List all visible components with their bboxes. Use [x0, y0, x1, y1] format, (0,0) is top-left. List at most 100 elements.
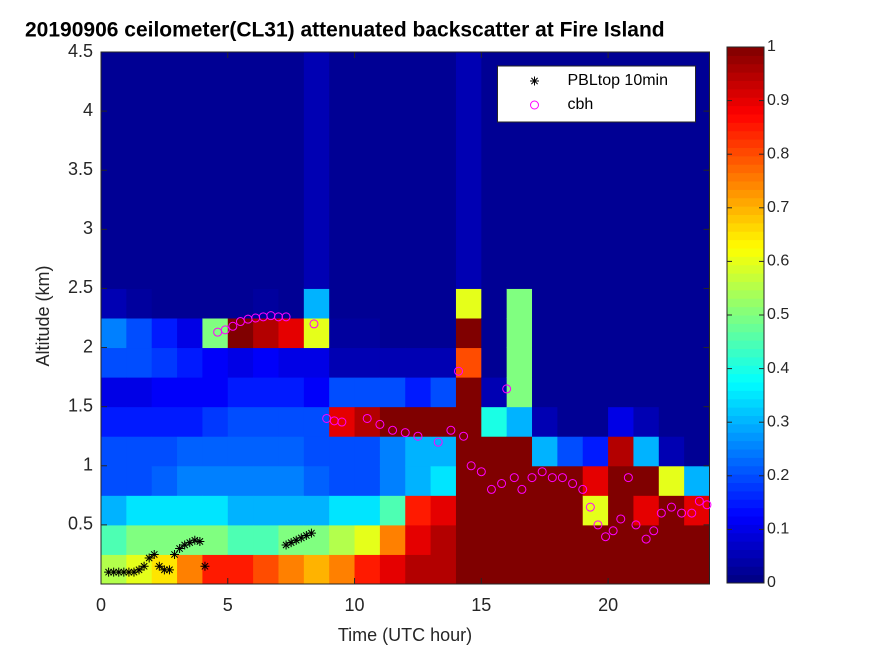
heatmap-cell — [227, 377, 254, 408]
heatmap-cell — [455, 436, 482, 467]
pbl-marker — [180, 540, 190, 550]
colorbar-tick-label: 0.6 — [767, 253, 789, 270]
heatmap-cell — [202, 288, 229, 319]
heatmap-cell — [303, 288, 330, 319]
heatmap-cell — [582, 554, 609, 585]
heatmap-cell — [582, 524, 609, 555]
pbl-marker — [306, 528, 316, 538]
heatmap-cell — [455, 495, 482, 526]
heatmap-cell — [227, 288, 254, 319]
heatmap-cell — [151, 52, 178, 289]
pbl-marker — [149, 549, 159, 559]
y-tick-label: 1 — [83, 455, 93, 475]
pbl-marker — [139, 561, 149, 571]
colorbar-swatch — [727, 524, 764, 534]
y-tick-label: 4.5 — [68, 41, 93, 61]
heatmap-cell — [455, 318, 482, 349]
heatmap-cell — [633, 465, 660, 496]
heatmap-cell — [303, 495, 330, 526]
pbl-marker — [144, 553, 154, 563]
cbh-marker — [476, 467, 486, 477]
heatmap-cell — [608, 465, 634, 496]
heatmap-cell — [227, 495, 254, 526]
heatmap-cell — [126, 436, 153, 467]
heatmap-cell — [405, 554, 432, 585]
colorbar-swatch — [727, 172, 764, 182]
heatmap-cell — [506, 406, 533, 437]
cbh-marker — [509, 473, 519, 483]
colorbar-swatch — [727, 457, 764, 467]
colorbar-swatch — [727, 289, 764, 299]
colorbar-tick-label: 0.3 — [767, 413, 789, 430]
heatmap-cell — [379, 288, 406, 319]
heatmap-cell — [608, 288, 634, 319]
heatmap-cell — [608, 406, 634, 437]
heatmap-cell — [126, 347, 153, 378]
colorbar-swatch — [727, 356, 764, 366]
heatmap-cell — [177, 554, 203, 585]
heatmap-cell — [329, 495, 356, 526]
colorbar-swatch — [727, 532, 764, 542]
heatmap-cell — [684, 318, 710, 349]
heatmap-cell — [329, 406, 356, 437]
heatmap-cell — [303, 347, 330, 378]
heatmap-cell — [557, 436, 584, 467]
heatmap-cell — [608, 347, 634, 378]
colorbar-swatch — [727, 97, 764, 107]
cbh-marker — [281, 312, 291, 322]
heatmap-cell — [633, 495, 660, 526]
y-tick-label: 0.5 — [68, 514, 93, 534]
colorbar-swatch — [727, 365, 764, 375]
heatmap-cell — [303, 406, 330, 437]
heatmap-cell — [329, 436, 356, 467]
heatmap-cell — [506, 495, 533, 526]
colorbar-swatch — [727, 197, 764, 207]
heatmap-cell — [684, 554, 710, 585]
heatmap-cell — [202, 318, 229, 349]
x-tick-label: 15 — [471, 595, 491, 615]
pbl-marker — [124, 567, 134, 577]
y-tick-label: 2.5 — [68, 277, 93, 297]
heatmap-cell — [379, 554, 406, 585]
pbl-marker — [134, 565, 144, 575]
heatmap-cell — [329, 377, 356, 408]
y-axis-label: Altitude (km) — [33, 265, 53, 366]
cbh-marker — [608, 526, 618, 536]
heatmap-cell — [608, 495, 634, 526]
heatmap-cell — [253, 377, 279, 408]
heatmap-cell — [151, 347, 178, 378]
heatmap-cell — [329, 524, 356, 555]
colorbar-swatch — [727, 331, 764, 341]
colorbar-swatch — [727, 390, 764, 400]
heatmap-cell — [354, 495, 381, 526]
heatmap-cell — [253, 554, 279, 585]
colorbar-swatch — [727, 490, 764, 500]
heatmap-cell — [481, 377, 508, 408]
colorbar-swatch — [727, 432, 764, 442]
colorbar-swatch — [727, 88, 764, 98]
colorbar-swatch — [727, 415, 764, 425]
heatmap-cell — [633, 554, 660, 585]
heatmap-cell — [455, 288, 482, 319]
heatmap-cell — [582, 465, 609, 496]
series-markers — [104, 528, 316, 577]
cbh-marker — [400, 428, 410, 438]
heatmap-cell — [303, 465, 330, 496]
heatmap-cell — [379, 465, 406, 496]
cbh-marker — [466, 461, 476, 471]
colorbar-swatch — [727, 340, 764, 349]
heatmap-cell — [151, 465, 178, 496]
heatmap-cell — [608, 554, 634, 585]
heatmap-cell — [506, 554, 533, 585]
heatmap-cell — [557, 288, 584, 319]
heatmap-cell — [455, 524, 482, 555]
heatmap-cell — [101, 347, 127, 378]
heatmap-cell — [202, 524, 229, 555]
heatmap-cell — [582, 495, 609, 526]
colorbar-tick-label: 0.9 — [767, 92, 789, 109]
colorbar-swatch — [727, 541, 764, 550]
colorbar-tick-label: 0.4 — [767, 360, 789, 377]
colorbar-swatch — [727, 549, 764, 559]
heatmap-cell — [303, 554, 330, 585]
heatmap-cell — [253, 52, 279, 289]
